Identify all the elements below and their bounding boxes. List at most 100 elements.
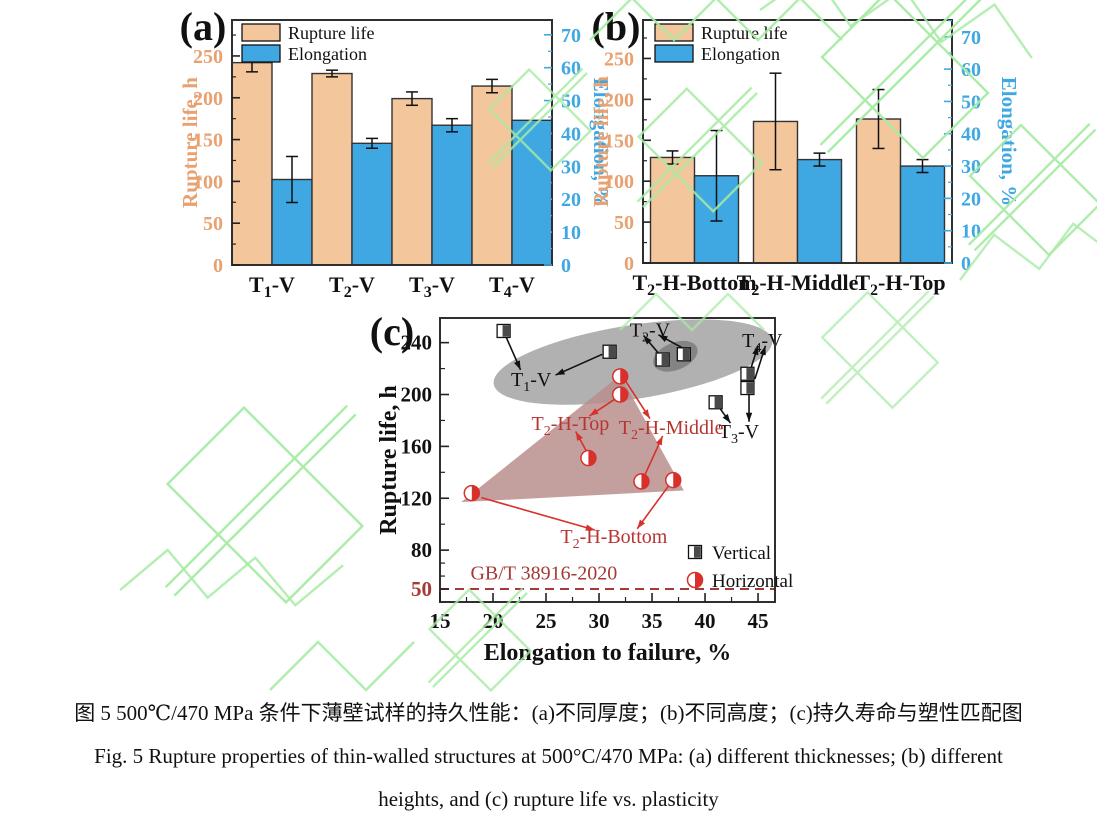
panel-b: T2-H-BottomT2-H-MiddleT2-H-Top0501001502… xyxy=(589,4,1021,299)
a-elongation-bar-1 xyxy=(351,142,393,266)
c-y-tick-label: 50 xyxy=(411,577,432,601)
b-right-tick-label: 70 xyxy=(961,27,981,49)
c-x-tick-label: 40 xyxy=(695,609,716,633)
arrow-head xyxy=(555,368,566,376)
bars xyxy=(649,72,946,264)
b-right-tick-label: 0 xyxy=(961,253,971,275)
figure-caption: 图 5 500℃/470 MPa 条件下薄壁试样的持久性能：(a)不同厚度；(b… xyxy=(0,692,1097,813)
arrow-head xyxy=(585,524,595,531)
c-y-tick-label: 160 xyxy=(401,434,433,458)
c-legend: Vertical Horizontal xyxy=(686,543,793,592)
b-right-tick-label: 40 xyxy=(961,124,981,146)
half-square-fill xyxy=(714,396,722,408)
c-y-tick-label: 120 xyxy=(401,486,433,510)
half-square-fill xyxy=(693,546,701,558)
half-square-fill xyxy=(608,346,616,358)
c-x-axis: 15 20 25 30 35 40 45 Elongation to failure, % xyxy=(430,593,769,666)
a-right-tick-label: 0 xyxy=(561,255,571,277)
b-left-axis-title: Rupture life, h xyxy=(589,76,613,207)
half-circle-fill xyxy=(695,572,703,588)
b-category-label-0: T2-H-Bottom xyxy=(632,270,756,299)
b-left-tick-label: 100 xyxy=(604,171,634,193)
half-circle-fill xyxy=(673,472,681,488)
half-circle-fill xyxy=(620,368,628,384)
a-right-tick-label: 40 xyxy=(561,123,581,145)
b-right-tick-label: 30 xyxy=(961,156,981,178)
annotation-label-4: T2-H-Top xyxy=(531,413,609,439)
a-rupture-error-1 xyxy=(326,69,338,78)
b-right-tick-label: 10 xyxy=(961,221,981,243)
half-square-fill xyxy=(682,348,690,361)
arrow-head xyxy=(722,413,731,424)
a-category-label-2: T3-V xyxy=(409,272,455,301)
annotation-label-6: T2-H-Bottom xyxy=(560,526,667,552)
b-elongation-bar-1 xyxy=(796,158,843,264)
c-y-tick-label: 80 xyxy=(411,538,432,562)
arrow-head xyxy=(514,360,521,370)
a-legend-label-1: Elongation xyxy=(288,44,367,64)
half-square-fill xyxy=(746,382,754,394)
arrow-head xyxy=(655,436,663,446)
a-left-tick-label: 100 xyxy=(193,171,223,193)
annotation-arrow xyxy=(481,496,595,531)
half-square-fill xyxy=(661,353,669,366)
c-plot-frame xyxy=(439,317,776,603)
a-left-tick-label: 250 xyxy=(193,46,223,68)
c-x-axis-title: Elongation to failure, % xyxy=(484,640,732,666)
a-rupture-error-2 xyxy=(406,91,418,107)
a-left-tick-label: 50 xyxy=(203,213,223,235)
arrow-head xyxy=(575,431,583,441)
regions xyxy=(461,319,773,503)
a-right-tick-label: 70 xyxy=(561,25,581,47)
a-right-tick-label: 50 xyxy=(561,91,581,113)
a-category-label-0: T1-V xyxy=(249,272,295,301)
c-y-tick-label: 200 xyxy=(401,383,433,407)
b-rupture-bar-0 xyxy=(649,156,696,264)
arrow-head xyxy=(759,345,766,356)
c-legend-label-0: Vertical xyxy=(712,543,771,564)
annotation-label-5: T2-H-Middle xyxy=(619,417,724,443)
c-x-tick-label: 15 xyxy=(430,609,451,633)
arrow-head xyxy=(589,408,599,416)
b-left-axis: 0 50 100 150 200 250 Rupture life, h xyxy=(589,37,651,275)
c-x-tick-label: 25 xyxy=(536,609,557,633)
horizontal-group-triangle xyxy=(461,375,684,503)
caption-english-line2: heights, and (c) rupture life vs. plasti… xyxy=(378,787,719,811)
a-left-tick-label: 150 xyxy=(193,130,223,152)
arrow-head xyxy=(745,412,753,422)
a-elongation-error-2 xyxy=(446,117,458,133)
a-category-label-1: T2-V xyxy=(329,272,375,301)
a-elongation-bar-2 xyxy=(431,124,473,266)
arrow-head xyxy=(752,345,759,356)
panel-label-b: (b) xyxy=(592,4,641,49)
panel-label-a: (a) xyxy=(180,4,227,49)
b-right-axis-title: Elongation, % xyxy=(997,77,1021,207)
half-square-fill xyxy=(746,368,754,380)
b-right-tick-label: 20 xyxy=(961,188,981,210)
b-left-tick-label: 200 xyxy=(604,89,634,111)
a-elongation-bar-3 xyxy=(511,119,553,266)
b-elongation-bar-2 xyxy=(899,165,946,264)
a-category-label-3: T4-V xyxy=(489,272,535,301)
gbt-threshold-label: GB/T 38916-2020 xyxy=(470,562,617,584)
c-legend-label-1: Horizontal xyxy=(712,571,793,592)
a-right-axis-title: Elongation, % xyxy=(589,78,613,208)
arrow-head xyxy=(658,334,668,342)
b-legend-label-0: Rupture life xyxy=(701,23,787,43)
panel-label-c: (c) xyxy=(370,309,414,354)
b-legend-swatch-1 xyxy=(654,44,694,63)
half-circle-fill xyxy=(620,387,628,403)
b-right-tick-label: 60 xyxy=(961,59,981,81)
annotation-label-0: T1-V xyxy=(511,369,552,395)
b-left-tick-label: 150 xyxy=(604,130,634,152)
arrow-head xyxy=(642,409,650,419)
half-circle-fill xyxy=(588,450,596,466)
a-right-tick-label: 30 xyxy=(561,156,581,178)
a-right-tick-label: 60 xyxy=(561,58,581,80)
b-left-tick-label: 0 xyxy=(624,253,634,275)
b-left-tick-label: 250 xyxy=(604,48,634,70)
a-elongation-error-0 xyxy=(286,155,298,204)
